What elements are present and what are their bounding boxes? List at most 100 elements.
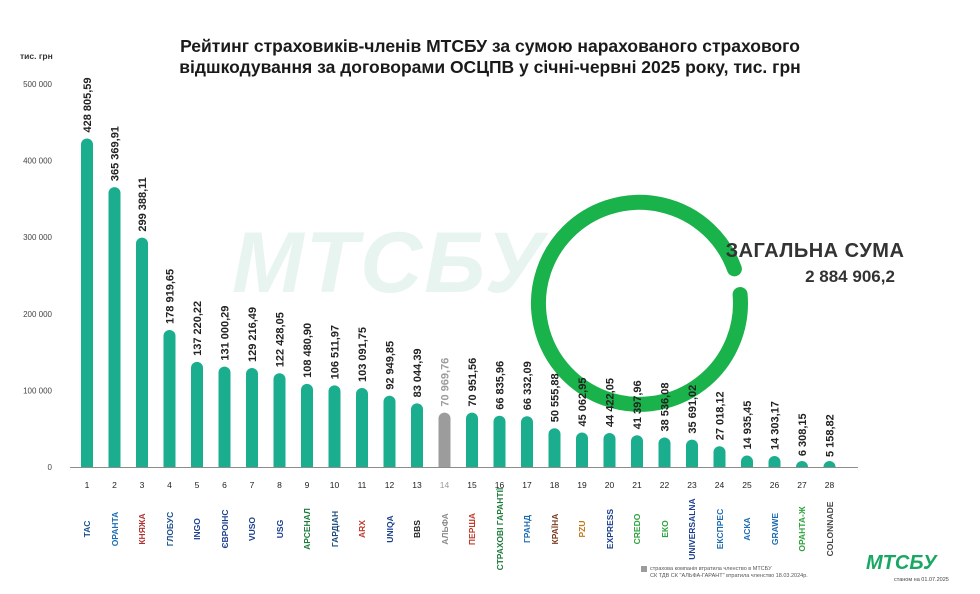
bar [493, 415, 506, 467]
bar [383, 395, 396, 467]
x-tick-label: 13 [412, 480, 422, 490]
bar-value-label: 6 308,15 [797, 413, 809, 456]
y-tick-label: 400 000 [23, 157, 52, 166]
bar-value-label: 129 216,49 [247, 307, 259, 362]
bar-value-label: 38 536,08 [660, 383, 672, 432]
legend-swatch-inactive [641, 566, 647, 572]
date-note: станом на 01.07.2025 [894, 577, 949, 583]
bar-value-label: 92 949,85 [385, 341, 397, 390]
x-tick-label: 27 [797, 480, 807, 490]
bar-value-label: 70 969,76 [440, 358, 452, 407]
company-logo: COLONNADE [824, 501, 835, 557]
bar-value-label: 106 511,97 [330, 325, 342, 379]
y-axis-unit: тис. грн [20, 51, 53, 61]
bar [796, 461, 808, 467]
bar [713, 446, 726, 467]
bar [686, 439, 698, 467]
company-logo: КРАЇНА [549, 513, 560, 545]
company-logo: АЛЬФА [439, 513, 450, 545]
y-tick-label: 0 [48, 463, 53, 472]
bar [548, 428, 561, 467]
x-tick-label: 14 [440, 480, 450, 490]
bar-value-label: 365 369,91 [110, 126, 122, 181]
company-logo: GRAWE [769, 512, 780, 546]
bar [328, 385, 341, 467]
x-tick-label: 7 [250, 480, 255, 490]
x-tick-label: 12 [385, 480, 395, 490]
bar [191, 361, 203, 467]
company-logo: VUSO [247, 516, 257, 542]
bar-value-label: 70 951,56 [467, 358, 479, 407]
bar-value-label: 66 332,09 [522, 361, 534, 410]
x-tick-label: 4 [167, 480, 172, 490]
mtsbu-brand-logo: МТСБУ [866, 552, 937, 574]
total-ring [530, 194, 748, 412]
bar-value-label: 83 044,39 [412, 348, 424, 397]
bar [576, 432, 588, 467]
x-tick-label: 11 [358, 480, 367, 490]
x-tick-label: 10 [330, 480, 340, 490]
company-logo: ОРАНТА-Ж [797, 506, 807, 552]
x-tick-label: 23 [687, 480, 697, 490]
x-tick-label: 19 [577, 480, 587, 490]
x-tick-label: 25 [742, 480, 752, 490]
company-logo: UNIQA [384, 515, 395, 543]
title-line-1: Рейтинг страховиків-членів МТСБУ за сумо… [180, 36, 800, 56]
x-tick-label: 15 [467, 480, 477, 490]
bar [603, 432, 616, 467]
bar [741, 455, 753, 467]
company-logo: ARX [357, 520, 367, 538]
company-logo: USG [274, 519, 285, 539]
company-logo: ЕКО [659, 520, 670, 538]
bar [163, 329, 176, 467]
bar [631, 435, 643, 467]
bar-value-label: 122 428,05 [275, 312, 287, 367]
x-tick-label: 18 [550, 480, 560, 490]
company-logo: ГРАНД [522, 514, 532, 544]
bar-value-label: 131 000,29 [220, 306, 232, 361]
company-logo: INGO [192, 518, 202, 540]
bar-value-label: 27 018,12 [715, 391, 727, 440]
legend-note-line-1: страхова компанія втратила членство в МТ… [650, 566, 772, 572]
x-tick-label: 1 [85, 480, 90, 490]
x-tick-label: 24 [715, 480, 725, 490]
x-tick-label: 17 [522, 480, 532, 490]
x-tick-label: 6 [222, 480, 227, 490]
bar-value-label: 178 919,65 [165, 269, 177, 324]
x-tick-label: 5 [195, 480, 200, 490]
bar [658, 437, 671, 467]
bar-value-label: 299 388,11 [137, 177, 149, 231]
bar-value-label: 41 397,96 [632, 380, 644, 429]
legend: страхова компанія втратила членство в МТ… [641, 566, 808, 580]
bar-value-label: 137 220,22 [192, 301, 204, 356]
company-logo: ЄВРОІНС [219, 509, 230, 549]
bar-value-label: 108 480,90 [302, 323, 314, 378]
bar-value-label: 14 303,17 [770, 401, 782, 450]
bar [301, 383, 313, 467]
company-logo: ГАРДІАН [329, 510, 340, 548]
y-tick-label: 200 000 [23, 310, 52, 319]
total-label: ЗАГАЛЬНА СУМА [725, 240, 905, 262]
bar [466, 412, 478, 467]
x-tick-label: 9 [305, 480, 310, 490]
x-tick-label: 26 [770, 480, 780, 490]
bar [768, 456, 781, 467]
y-tick-label: 500 000 [23, 80, 52, 89]
bar [108, 187, 121, 467]
bar-value-label: 5 158,82 [825, 414, 837, 457]
bar [356, 388, 368, 467]
x-tick-label: 21 [632, 480, 642, 490]
x-tick-label: 2 [112, 480, 117, 490]
bar [273, 373, 286, 467]
chart-title: Рейтинг страховиків-членів МТСБУ за сумо… [130, 36, 850, 78]
y-tick-label: 300 000 [23, 233, 52, 242]
bar-value-label: 44 422,05 [605, 378, 617, 427]
y-tick-label: 100 000 [23, 386, 52, 395]
company-logo: CREDO [632, 513, 642, 545]
bar-value-label: 35 691,02 [687, 385, 699, 434]
x-tick-label: 3 [140, 480, 145, 490]
company-logo: ОРАНТА [109, 511, 120, 547]
bar [81, 138, 93, 467]
bar-value-label: 14 935,45 [742, 401, 754, 450]
company-logo: EXPRESS [604, 508, 615, 550]
